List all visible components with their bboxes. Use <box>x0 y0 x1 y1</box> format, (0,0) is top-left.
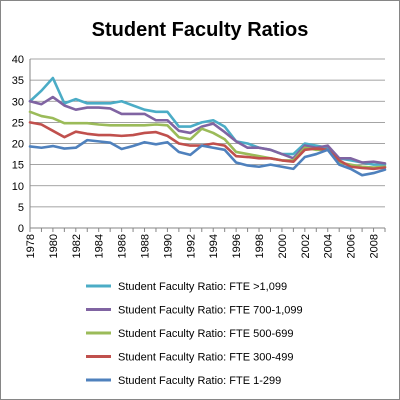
x-tick-label: 1982 <box>71 234 83 258</box>
chart-title: Student Faculty Ratios <box>92 19 309 41</box>
axes: 0 5 10 15 20 25 30 35 40 1978 1980 1982 1984 1986 1988… <box>12 54 386 258</box>
x-tick-label: 2002 <box>300 234 312 258</box>
x-tick-label: 2004 <box>323 234 335 258</box>
y-tick-label: 5 <box>18 202 24 214</box>
y-tick-label: 40 <box>12 54 24 66</box>
x-tick-label: 1996 <box>231 234 243 258</box>
x-tick-label: 1986 <box>117 234 129 258</box>
y-tick-label: 25 <box>12 117 24 129</box>
x-tick-label: 2006 <box>346 234 358 258</box>
x-tick-label: 1994 <box>208 234 220 258</box>
x-tick-label: 1990 <box>162 234 174 258</box>
x-tick-label: 1992 <box>185 234 197 258</box>
series-line-0 <box>28 76 387 166</box>
y-tick-label: 10 <box>12 181 24 193</box>
legend-label: Student Faculty Ratio: FTE 1-299 <box>118 375 281 387</box>
series-line-1 <box>28 95 387 165</box>
y-tick-label: 35 <box>12 75 24 87</box>
x-tick-label: 1998 <box>254 234 266 258</box>
x-tick-label: 1988 <box>140 234 152 258</box>
y-tick-label: 30 <box>12 96 24 108</box>
x-tick-label: 1984 <box>94 234 106 258</box>
x-tick-label: 1978 <box>25 234 37 258</box>
legend-label: Student Faculty Ratio: FTE 300-499 <box>118 352 293 364</box>
series-line-4 <box>28 138 387 177</box>
legend-label: Student Faculty Ratio: FTE >1,099 <box>118 281 287 293</box>
x-tick-label: 1980 <box>48 234 60 258</box>
legend-label: Student Faculty Ratio: FTE 700-1,099 <box>118 305 303 317</box>
legend: Student Faculty Ratio: FTE >1,099 Student… <box>86 281 303 387</box>
y-tick-label: 0 <box>18 223 24 235</box>
y-tick-label: 15 <box>12 160 24 172</box>
x-tick-label: 2000 <box>277 234 289 258</box>
x-tick-label: 2008 <box>369 234 381 258</box>
legend-label: Student Faculty Ratio: FTE 500-699 <box>118 328 293 340</box>
series-lines <box>28 76 387 177</box>
y-tick-label: 20 <box>12 139 24 151</box>
